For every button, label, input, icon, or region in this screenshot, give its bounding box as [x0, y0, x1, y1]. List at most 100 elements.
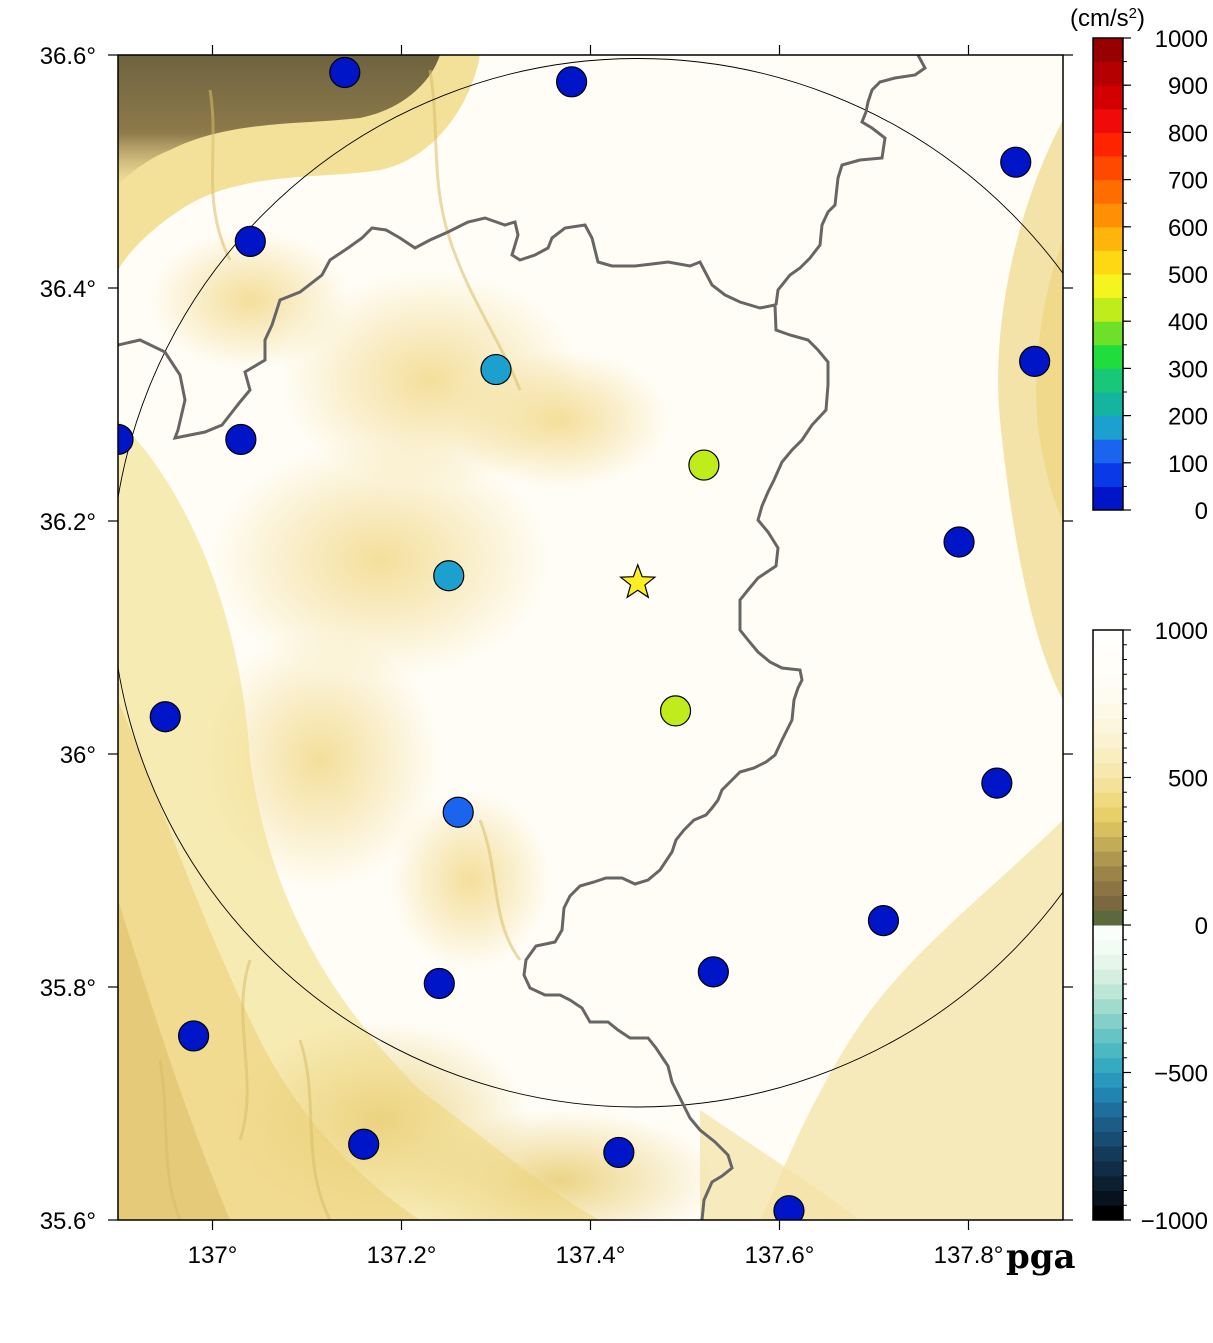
station-marker [329, 56, 361, 89]
elevation-colorbar-segment [1093, 792, 1123, 808]
pga-colorbar-label: 200 [1168, 404, 1208, 431]
pga-colorbar-segment [1093, 85, 1123, 110]
station-marker [603, 1136, 635, 1169]
station-marker [555, 66, 588, 98]
elevation-colorbar-segment [1093, 821, 1123, 837]
elevation-colorbar-segment [1093, 984, 1123, 1000]
lat-tick-label: 36.4° [40, 276, 96, 303]
elevation-colorbar-segment [1093, 777, 1123, 793]
lon-tick-label: 137.6° [745, 1242, 815, 1269]
elevation-colorbar-segment [1093, 1190, 1123, 1206]
pga-colorbar-unit: (cm/s2) [1070, 5, 1145, 33]
elevation-colorbar-segment [1093, 762, 1123, 778]
station-marker [773, 1195, 805, 1220]
elevation-colorbar-segment [1093, 954, 1123, 970]
pga-colorbar-label: 100 [1168, 451, 1208, 478]
pga-colorbar-label: 800 [1168, 120, 1208, 147]
station-markers-layer [118, 56, 1051, 1220]
pga-colorbar-segment [1093, 274, 1123, 299]
station-marker [943, 526, 975, 558]
elevation-colorbar-segment [1093, 1161, 1123, 1177]
elevation-colorbar-segment [1093, 1131, 1123, 1147]
station-marker [480, 353, 512, 386]
elevation-colorbar-label: −1000 [1141, 1208, 1208, 1235]
elevation-colorbar-segment [1093, 630, 1123, 646]
elevation-colorbar-segment [1093, 851, 1123, 867]
prefecture-boundary-east [774, 55, 927, 306]
elevation-colorbar-segment [1093, 925, 1123, 941]
elevation-colorbar-segment [1093, 1087, 1123, 1103]
station-marker [433, 560, 465, 592]
prefecture-boundary-north [118, 216, 830, 1220]
station-marker [697, 956, 729, 988]
elevation-colorbar-segment [1093, 969, 1123, 985]
terrain-elevation-layer [118, 55, 1063, 1220]
pga-colorbar-segment [1093, 38, 1123, 63]
pga-colorbar-label: 400 [1168, 309, 1208, 336]
elevation-colorbar-segment [1093, 866, 1123, 882]
pga-colorbar-segment [1093, 344, 1123, 369]
pga-colorbar-segment [1093, 321, 1123, 346]
elevation-colorbar-segment [1093, 1028, 1123, 1044]
lon-tick-label: 137.8° [934, 1242, 1004, 1269]
station-marker [178, 1020, 210, 1052]
pga-colorbar-segment [1093, 156, 1123, 181]
elevation-colorbar-label: 1000 [1155, 618, 1208, 645]
pga-colorbar-segment [1093, 392, 1123, 417]
elevation-colorbar-label: 500 [1168, 766, 1208, 793]
pga-colorbar-label: 700 [1168, 168, 1208, 195]
elevation-colorbar-segment [1093, 718, 1123, 734]
lon-tick-label: 137.4° [556, 1242, 626, 1269]
station-marker [442, 796, 474, 828]
epicenter-layer [618, 563, 657, 599]
pga-colorbar-segment [1093, 297, 1123, 322]
elevation-colorbar-segment [1093, 1116, 1123, 1132]
lat-tick-label: 36.2° [40, 509, 96, 536]
elevation-colorbar-segment [1093, 1102, 1123, 1118]
elevation-colorbar-segment [1093, 1205, 1123, 1221]
lat-tick-label: 36.6° [40, 43, 96, 70]
elevation-colorbar-segment [1093, 733, 1123, 749]
station-marker [1000, 146, 1032, 178]
pga-colorbar-segment [1093, 179, 1123, 204]
pga-colorbar-segment [1093, 108, 1123, 133]
lat-tick-label: 35.6° [40, 1208, 96, 1235]
pga-colorbar-label: 1000 [1155, 26, 1208, 53]
station-marker [1019, 345, 1051, 377]
axis-ticks-layer: 137° 137.2° 137.4° 137.6° 137.8° 36.6° 36.4° 36… [40, 43, 1073, 1269]
elevation-colorbar-segment [1093, 689, 1123, 705]
elevation-colorbar-segment [1093, 998, 1123, 1014]
distance-circle [118, 58, 1063, 1108]
distance-circle-layer [118, 58, 1063, 1108]
pga-colorbar-segment [1093, 462, 1123, 487]
pga-colorbar-segment [1093, 250, 1123, 275]
elevation-colorbar-segment [1093, 1013, 1123, 1029]
elevation-colorbar-segment [1093, 1175, 1123, 1191]
pga-colorbar-label: 900 [1168, 73, 1208, 100]
elevation-colorbar-label: −500 [1154, 1061, 1208, 1088]
pga-colorbar-segment [1093, 368, 1123, 393]
elevation-colorbar-segment [1093, 748, 1123, 764]
elevation-colorbar-segment [1093, 836, 1123, 852]
station-marker [423, 967, 455, 1000]
pga-colorbar-segment [1093, 439, 1123, 464]
pga-colorbar-segment [1093, 61, 1123, 86]
pga-colorbar-segment [1093, 486, 1123, 511]
elevation-colorbar-segment [1093, 674, 1123, 690]
station-marker [225, 423, 257, 456]
station-marker [118, 423, 134, 456]
lat-tick-label: 36° [60, 742, 96, 769]
station-marker [234, 225, 266, 257]
elevation-colorbar-segment [1093, 939, 1123, 955]
pga-colorbar-segment [1093, 132, 1123, 157]
elevation-colorbar-segment [1093, 1057, 1123, 1073]
elevation-colorbar-segment [1093, 703, 1123, 719]
lon-tick-label: 137° [188, 1242, 238, 1269]
lon-tick-label: 137.2° [367, 1242, 437, 1269]
elevation-colorbar-segment [1093, 895, 1123, 911]
elevation-colorbar-segment [1093, 880, 1123, 896]
station-marker [149, 701, 181, 733]
